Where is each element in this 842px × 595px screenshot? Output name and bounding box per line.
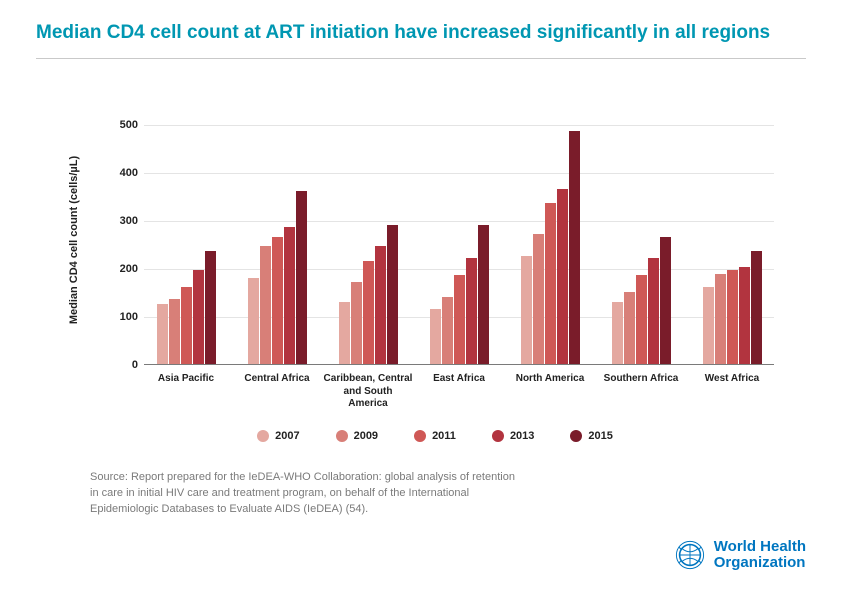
x-tick-label: Asia Pacific — [141, 373, 231, 386]
bar — [181, 287, 192, 364]
y-tick-label: 400 — [98, 167, 138, 179]
bar — [169, 299, 180, 364]
x-tick-label: Southern Africa — [596, 373, 686, 386]
bar — [430, 309, 441, 364]
bar — [466, 258, 477, 364]
legend-label: 2015 — [588, 430, 612, 442]
legend-label: 2007 — [275, 430, 299, 442]
chart-plot: 0100200300400500Asia PacificCentral Afri… — [144, 125, 774, 365]
who-logo-line2: Organization — [714, 555, 806, 571]
legend-label: 2011 — [432, 430, 456, 442]
gridline — [144, 173, 774, 174]
bar — [442, 297, 453, 364]
legend-swatch-icon — [492, 430, 504, 442]
bar — [284, 227, 295, 364]
bar — [715, 274, 726, 364]
bar — [375, 246, 386, 364]
bar — [612, 302, 623, 364]
bar — [569, 131, 580, 364]
legend-swatch-icon — [257, 430, 269, 442]
bar — [660, 237, 671, 364]
page-title: Median CD4 cell count at ART initiation … — [0, 0, 842, 58]
legend-swatch-icon — [336, 430, 348, 442]
legend-label: 2013 — [510, 430, 534, 442]
legend-swatch-icon — [414, 430, 426, 442]
legend-label: 2009 — [354, 430, 378, 442]
bar — [454, 275, 465, 364]
bar — [636, 275, 647, 364]
bar — [624, 292, 635, 364]
bar — [339, 302, 350, 364]
legend-item: 2011 — [414, 430, 456, 442]
y-tick-label: 0 — [98, 359, 138, 371]
title-underline — [36, 58, 806, 59]
bar — [557, 189, 568, 364]
bar — [648, 258, 659, 364]
bar-chart: Median CD4 cell count (cells/µL) 0100200… — [90, 120, 780, 400]
legend-item: 2009 — [336, 430, 378, 442]
y-tick-label: 100 — [98, 311, 138, 323]
bar — [545, 203, 556, 364]
gridline — [144, 221, 774, 222]
legend-swatch-icon — [570, 430, 582, 442]
bar — [193, 270, 204, 364]
x-tick-label: East Africa — [414, 373, 504, 386]
y-axis-label: Median CD4 cell count (cells/µL) — [68, 156, 80, 324]
x-tick-label: Caribbean, Centraland South America — [323, 373, 413, 411]
legend-item: 2007 — [257, 430, 299, 442]
chart-legend: 2007 2009 2011 2013 2015 — [90, 430, 780, 442]
bar — [296, 191, 307, 364]
gridline — [144, 125, 774, 126]
bar — [739, 267, 750, 364]
y-tick-label: 200 — [98, 263, 138, 275]
source-text: Source: Report prepared for the IeDEA-WH… — [90, 470, 520, 518]
bar — [363, 261, 374, 364]
bar — [521, 256, 532, 364]
y-tick-label: 500 — [98, 119, 138, 131]
bar — [751, 251, 762, 364]
bar — [478, 225, 489, 364]
legend-item: 2013 — [492, 430, 534, 442]
x-tick-label: West Africa — [687, 373, 777, 386]
legend-item: 2015 — [570, 430, 612, 442]
bar — [205, 251, 216, 364]
gridline — [144, 269, 774, 270]
who-logo-text: World Health Organization — [714, 539, 806, 571]
who-logo: World Health Organization — [674, 539, 806, 571]
bar — [703, 287, 714, 364]
who-emblem-icon — [674, 539, 706, 571]
bar — [533, 234, 544, 364]
bar — [272, 237, 283, 364]
bar — [260, 246, 271, 364]
bar — [248, 278, 259, 364]
bar — [157, 304, 168, 364]
bar — [351, 282, 362, 364]
who-logo-line1: World Health — [714, 539, 806, 555]
bar — [727, 270, 738, 364]
x-tick-label: North America — [505, 373, 595, 386]
y-tick-label: 300 — [98, 215, 138, 227]
bar — [387, 225, 398, 364]
x-tick-label: Central Africa — [232, 373, 322, 386]
